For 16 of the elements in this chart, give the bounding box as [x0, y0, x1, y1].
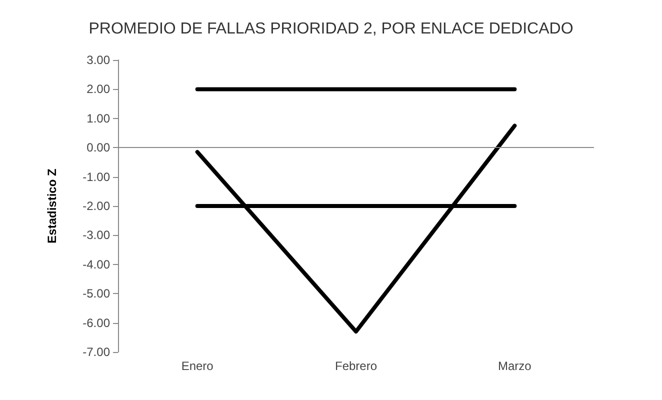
chart-title: PROMEDIO DE FALLAS PRIORIDAD 2, POR ENLACE DEDICADO — [88, 20, 574, 38]
y-tick-label: 1.00 — [86, 111, 110, 126]
y-tick-label: -3.00 — [82, 228, 110, 242]
x-tick-label: Febrero — [334, 359, 378, 373]
y-tick-label: 2.00 — [86, 82, 110, 96]
x-tick-label: Marzo — [498, 359, 532, 373]
y-tick-label: 0.00 — [86, 140, 110, 155]
y-tick-label: -7.00 — [82, 345, 110, 359]
y-tick-label: -1.00 — [82, 170, 110, 184]
y-axis-title: Estadistico Z — [45, 168, 59, 244]
x-tick-label: Enero — [181, 359, 214, 373]
y-tick-label: -2.00 — [82, 199, 110, 213]
y-tick-label: 3.00 — [86, 53, 110, 67]
y-tick-label: -6.00 — [82, 316, 110, 330]
y-tick-label: -5.00 — [82, 286, 110, 301]
y-tick-label: -4.00 — [82, 257, 110, 272]
